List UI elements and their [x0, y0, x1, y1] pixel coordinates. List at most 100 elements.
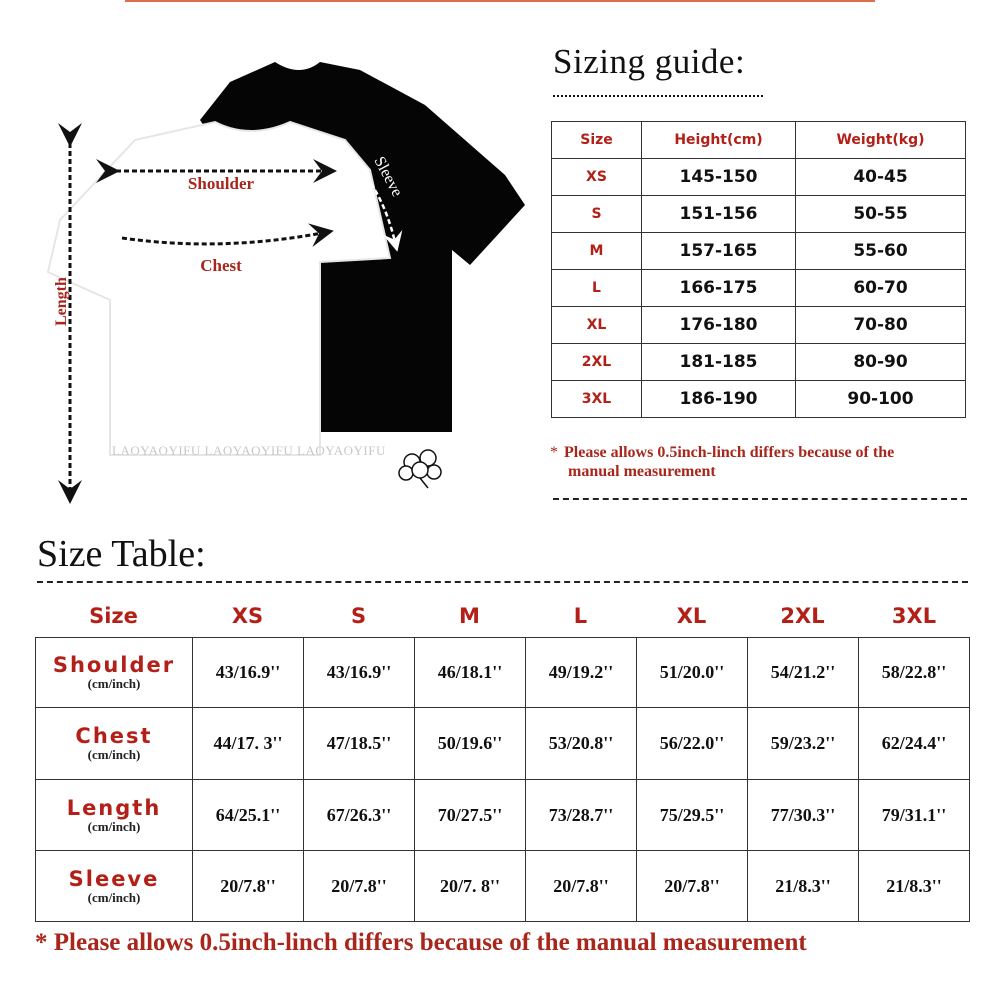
- header-xl: XL: [676, 604, 707, 628]
- title-underline: [553, 95, 763, 97]
- measure-unit: (cm/inch): [87, 889, 141, 905]
- chest-arrow: [121, 223, 334, 247]
- height-cell: 181-185: [641, 343, 796, 381]
- table-row: S 151-156 50-55: [551, 195, 966, 233]
- header-height: Height(cm): [641, 121, 796, 159]
- measure-label-cell: Chest (cm/inch): [35, 707, 193, 780]
- size-cell: 2XL: [551, 343, 642, 381]
- top-rule: [125, 0, 875, 2]
- height-cell: 186-190: [641, 380, 796, 418]
- measure-label-cell: Length (cm/inch): [35, 779, 193, 851]
- table-header-row: Size Height(cm) Weight(kg): [551, 121, 966, 159]
- measure-value-cell: 79/31.1'': [858, 779, 970, 851]
- table-row: XL 176-180 70-80: [551, 306, 966, 344]
- height-cell: 145-150: [641, 158, 796, 196]
- size-cell: L: [551, 269, 642, 307]
- header-2xl: 2XL: [780, 604, 825, 628]
- height-cell: 176-180: [641, 306, 796, 344]
- table-row: 3XL 186-190 90-100: [551, 380, 966, 418]
- measure-name: Length: [66, 795, 162, 820]
- height-cell: 166-175: [641, 269, 796, 307]
- measurement-note: * Please allows 0.5inch-linch differs be…: [35, 929, 807, 956]
- height-cell: 151-156: [641, 195, 796, 233]
- measure-value-cell: 43/16.9'': [303, 637, 415, 708]
- measure-value-cell: 20/7. 8'': [414, 850, 526, 922]
- header-weight: Weight(kg): [795, 121, 966, 159]
- sizing-guide-table: Size Height(cm) Weight(kg) XS 145-150 40-4…: [551, 121, 966, 418]
- measure-value-cell: 75/29.5'': [636, 779, 748, 851]
- measure-value-cell: 51/20.0'': [636, 637, 748, 708]
- measure-value-cell: 20/7.8'': [636, 850, 748, 922]
- measure-name: Shoulder: [52, 653, 176, 677]
- weight-cell: 70-80: [795, 306, 966, 344]
- measure-value-cell: 67/26.3'': [303, 779, 415, 851]
- weight-cell: 55-60: [795, 232, 966, 270]
- measure-value-cell: 73/28.7'': [525, 779, 637, 851]
- measure-value-cell: 47/18.5'': [303, 707, 415, 780]
- measure-label-cell: Shoulder (cm/inch): [35, 637, 193, 708]
- weight-cell: 60-70: [795, 269, 966, 307]
- measure-value-cell: 53/20.8'': [525, 707, 637, 780]
- table-row: Shoulder (cm/inch) 43/16.9'' 43/16.9'' 46/18…: [35, 637, 970, 708]
- weight-cell: 90-100: [795, 380, 966, 418]
- cotton-flower-icon: [398, 449, 442, 489]
- measure-value-cell: 56/22.0'': [636, 707, 748, 780]
- table-row: Chest (cm/inch) 44/17. 3'' 47/18.5'' 50/19.6…: [35, 707, 970, 780]
- table-row: Length (cm/inch) 64/25.1'' 67/26.3'' 70/27.5…: [35, 779, 970, 851]
- measure-value-cell: 20/7.8'': [525, 850, 637, 922]
- weight-cell: 80-90: [795, 343, 966, 381]
- size-cell: S: [551, 195, 642, 233]
- measure-value-cell: 20/7.8'': [192, 850, 304, 922]
- table-row: M 157-165 55-60: [551, 232, 966, 270]
- table-row: Sleeve (cm/inch) 20/7.8'' 20/7.8'' 20/7. 8''…: [35, 850, 970, 922]
- measure-unit: (cm/inch): [87, 676, 141, 691]
- white-tshirt: [46, 120, 392, 456]
- sizing-guide-title: Sizing guide:: [553, 42, 746, 81]
- measure-name: Chest: [75, 724, 153, 748]
- table-row: XS 145-150 40-45: [551, 158, 966, 196]
- size-table-title: Size Table:: [37, 533, 206, 575]
- size-table: Shoulder (cm/inch) 43/16.9'' 43/16.9'' 46/18…: [35, 637, 970, 922]
- length-label: Length: [53, 277, 70, 326]
- table-row: L 166-175 60-70: [551, 269, 966, 307]
- divider: [553, 498, 967, 500]
- table-row: 2XL 181-185 80-90: [551, 343, 966, 381]
- divider: [37, 581, 968, 583]
- asterisk: *: [550, 444, 558, 461]
- header-size: Size: [551, 121, 642, 159]
- measure-value-cell: 44/17. 3'': [192, 707, 304, 780]
- tshirt-illustration: Shoulder Chest Sleeve Length LAOYAOYIFU …: [46, 62, 525, 504]
- header-3xl: 3XL: [891, 604, 937, 628]
- size-cell: XL: [551, 306, 642, 344]
- measure-value-cell: 49/19.2'': [525, 637, 637, 708]
- measure-value-cell: 77/30.3'': [747, 779, 859, 851]
- watermark: LAOYAOYIFU LAOYAOYIFU LAOYAOYIFU: [112, 443, 386, 458]
- note-line-1: Please allows 0.5inch-linch differs beca…: [564, 444, 895, 461]
- weight-cell: 50-55: [795, 195, 966, 233]
- measure-label-cell: Sleeve (cm/inch): [35, 850, 193, 922]
- measure-value-cell: 59/23.2'': [747, 707, 859, 780]
- measure-value-cell: 54/21.2'': [747, 637, 859, 708]
- measure-value-cell: 21/8.3'': [747, 850, 859, 922]
- size-table-header: Size XS S M L XL 2XL 3XL: [35, 604, 970, 628]
- header-size: Size: [89, 604, 138, 628]
- header-m: M: [459, 604, 480, 628]
- size-cell: 3XL: [551, 380, 642, 418]
- size-cell: XS: [551, 158, 642, 196]
- measure-name: Sleeve: [68, 866, 160, 891]
- note-line-2: manual measurement: [568, 463, 716, 480]
- measure-value-cell: 20/7.8'': [303, 850, 415, 922]
- measure-value-cell: 46/18.1'': [414, 637, 526, 708]
- header-xs: XS: [231, 604, 264, 628]
- header-l: L: [573, 604, 588, 628]
- weight-cell: 40-45: [795, 158, 966, 196]
- height-cell: 157-165: [641, 232, 796, 270]
- sleeve-arrow: [342, 153, 403, 252]
- measure-unit: (cm/inch): [87, 818, 141, 834]
- measure-value-cell: 64/25.1'': [192, 779, 304, 851]
- measure-value-cell: 70/27.5'': [414, 779, 526, 851]
- measure-value-cell: 21/8.3'': [858, 850, 970, 922]
- shoulder-label: Shoulder: [188, 174, 255, 193]
- chest-label: Chest: [200, 256, 242, 275]
- measure-value-cell: 62/24.4'': [858, 707, 970, 780]
